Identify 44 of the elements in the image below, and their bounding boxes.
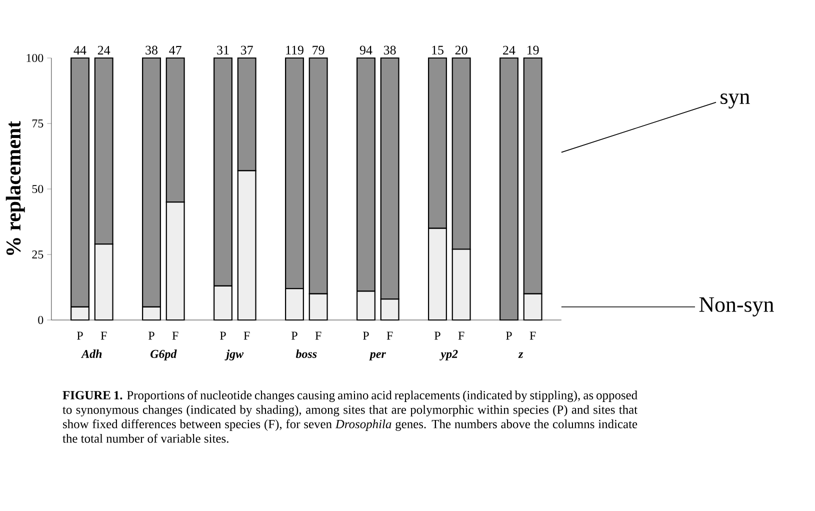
x-tick-label: F — [100, 332, 107, 340]
text: FIGURE 1. Proportions of nucleotide changes causing amino acid replacements (indicated by stippling), as opposed to synonymous changes (indicated by shading), among sites that are polymorphic within species (P) and sites that show fixed differences between species (F), for seven Drosophila genes. The numbers above the columns indicate the total number of variable sites. — [62, 390, 638, 443]
x-tick-label: P — [292, 332, 298, 340]
text: Non-syn — [699, 297, 774, 316]
text: syn — [720, 94, 750, 109]
annotation: 44 — [74, 46, 86, 54]
annotation: 79 — [312, 46, 324, 54]
annotation: 24 — [503, 46, 516, 54]
x-tick-label: P — [220, 332, 226, 340]
annotation: 24 — [98, 46, 110, 54]
x-tick-label: F — [386, 332, 393, 340]
annotation: 19 — [527, 46, 539, 54]
x-tick-label: P — [148, 332, 154, 340]
text: G6pd — [150, 350, 177, 360]
x-tick-label: P — [434, 332, 440, 340]
annotation: 47 — [169, 46, 182, 54]
text: yp2 — [440, 350, 458, 360]
text: z — [518, 352, 524, 358]
x-tick-label: P — [506, 332, 512, 340]
text: boss — [296, 350, 317, 358]
y-tick-label: 100 — [26, 54, 44, 62]
x-tick-label: F — [244, 332, 250, 340]
x-tick-label: F — [315, 332, 322, 340]
annotation: 20 — [455, 46, 468, 54]
x-tick-label: P — [77, 332, 83, 340]
x-tick-label: F — [458, 332, 464, 340]
text: per — [369, 352, 386, 360]
annotation: 37 — [240, 46, 253, 54]
annotation: 38 — [384, 46, 396, 54]
y-tick-label: 50 — [32, 184, 44, 194]
annotation: 15 — [432, 46, 444, 54]
y-tick-label: 75 — [32, 120, 44, 128]
text: jgw — [224, 350, 244, 360]
y-tick-label: 25 — [32, 250, 44, 259]
y-tick-label: 0 — [38, 316, 44, 324]
annotation: 94 — [360, 46, 372, 54]
text: Adh — [80, 350, 102, 358]
x-tick-label: P — [363, 332, 369, 340]
x-tick-label: F — [172, 332, 178, 340]
y-axis-title: % replacement — [6, 121, 25, 255]
x-tick-label: F — [530, 332, 536, 340]
annotation: 38 — [146, 46, 158, 54]
annotation: 119 — [286, 46, 304, 54]
annotation: 31 — [217, 46, 229, 54]
